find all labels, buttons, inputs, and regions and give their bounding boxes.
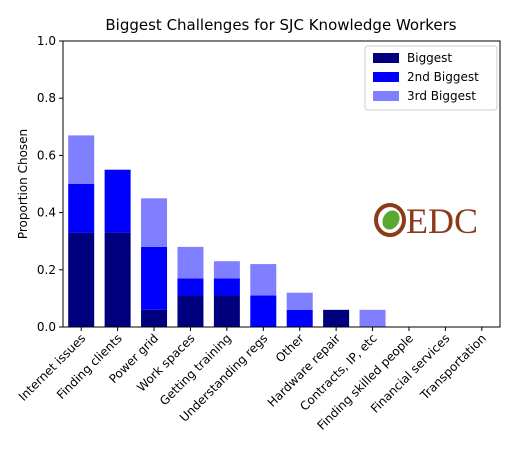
legend-swatch (373, 72, 399, 82)
bar-segment (104, 169, 131, 233)
bar-segment (359, 309, 386, 327)
y-tick-label: 1.0 (37, 34, 56, 48)
bar-segment (177, 278, 204, 296)
x-tick-label: Other (273, 331, 307, 365)
y-tick-label: 0.6 (37, 148, 56, 162)
bar-segment (286, 309, 313, 327)
y-tick-label: 0.2 (37, 263, 56, 277)
bar-segment (323, 309, 350, 327)
bar-segment (141, 198, 168, 247)
bar-segment (68, 184, 95, 233)
logo-text: EDC (406, 201, 478, 241)
legend-label: Biggest (407, 51, 452, 65)
bar-segment (141, 246, 168, 310)
bar-segment (177, 295, 204, 327)
x-tick-label: Finding clients (54, 331, 125, 402)
x-tick-label: Transportation (417, 331, 489, 403)
bar-segment (286, 292, 313, 310)
bar-segment (250, 264, 277, 296)
logo-ring (374, 203, 406, 237)
plot-frame (62, 40, 501, 328)
y-axis-label: Proportion Chosen (16, 129, 30, 239)
bar-segment (213, 278, 240, 296)
legend-label: 2nd Biggest (407, 70, 479, 84)
legend-label: 3rd Biggest (407, 89, 476, 103)
bar-segment (141, 309, 168, 327)
bar-segment (213, 295, 240, 327)
chart-title: Biggest Challenges for SJC Knowledge Wor… (105, 16, 456, 34)
bar-segment (104, 232, 131, 327)
bar-segment (213, 261, 240, 279)
y-tick-label: 0.4 (37, 206, 56, 220)
bar-segment (68, 135, 95, 184)
bar-segment (68, 232, 95, 327)
legend-swatch (373, 91, 399, 101)
logo: EDC (374, 201, 478, 241)
legend-swatch (373, 53, 399, 63)
bar-segment (250, 295, 277, 327)
bar-segment (177, 246, 204, 279)
logo-leaf (382, 210, 400, 230)
y-tick-label: 0.8 (37, 91, 56, 105)
y-tick-label: 0.0 (37, 320, 56, 334)
